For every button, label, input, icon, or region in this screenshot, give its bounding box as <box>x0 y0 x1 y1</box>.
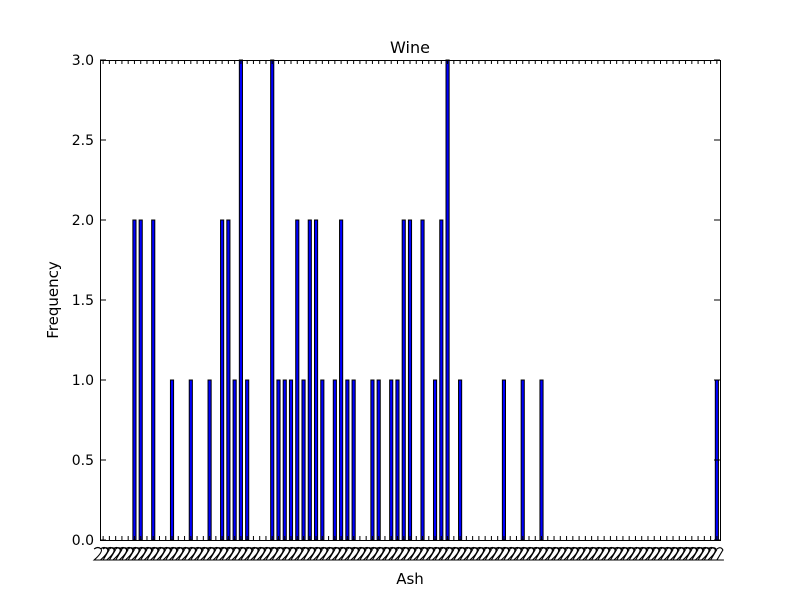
x-axis-label: Ash <box>396 570 424 588</box>
bar <box>439 219 444 541</box>
bar <box>332 379 337 541</box>
bar <box>270 59 275 541</box>
bar <box>307 219 312 541</box>
bar <box>288 379 294 541</box>
bar <box>169 379 175 541</box>
bar <box>232 379 237 541</box>
bar <box>432 379 438 541</box>
bar <box>138 219 143 541</box>
y-tick-label: 2.5 <box>72 133 94 149</box>
bar <box>520 379 525 541</box>
x-tick-label-scribble <box>92 546 724 561</box>
bar <box>539 379 544 541</box>
bar <box>207 379 212 541</box>
bar <box>345 379 350 541</box>
bar <box>370 379 375 541</box>
bar <box>226 219 231 541</box>
bar <box>188 379 193 541</box>
bar <box>351 379 356 541</box>
y-tick-label: 2.0 <box>72 213 94 229</box>
bar <box>282 379 287 541</box>
bar <box>339 219 344 541</box>
bar <box>245 379 250 541</box>
bar <box>458 379 463 541</box>
bar <box>389 379 394 541</box>
bar <box>301 379 306 541</box>
y-tick-label: 1.0 <box>72 373 94 389</box>
bar <box>151 219 156 541</box>
bar <box>445 59 450 541</box>
y-tick-label: 3.0 <box>72 53 94 69</box>
bar <box>295 219 300 541</box>
bar <box>132 219 137 541</box>
bar <box>420 219 425 541</box>
x-tick-label-band <box>92 546 724 561</box>
bar <box>220 219 225 541</box>
y-tick-label: 0.0 <box>72 533 94 549</box>
bar <box>401 219 406 541</box>
bar <box>238 59 243 541</box>
plot-frame <box>100 60 721 541</box>
bar <box>501 379 506 541</box>
y-tick-layer: 0.0 0.5 1.0 1.5 2.0 2.5 3.0 <box>72 53 720 549</box>
bars-layer <box>132 59 719 541</box>
bar <box>395 379 400 541</box>
bar <box>407 219 413 541</box>
chart-title: Wine <box>390 38 430 57</box>
bar <box>276 379 281 541</box>
bar <box>376 379 381 541</box>
y-tick-label: 0.5 <box>72 453 94 469</box>
y-tick-label: 1.5 <box>72 293 94 309</box>
y-axis-label: Frequency <box>44 261 62 339</box>
bar <box>313 219 319 541</box>
bar <box>320 379 325 541</box>
